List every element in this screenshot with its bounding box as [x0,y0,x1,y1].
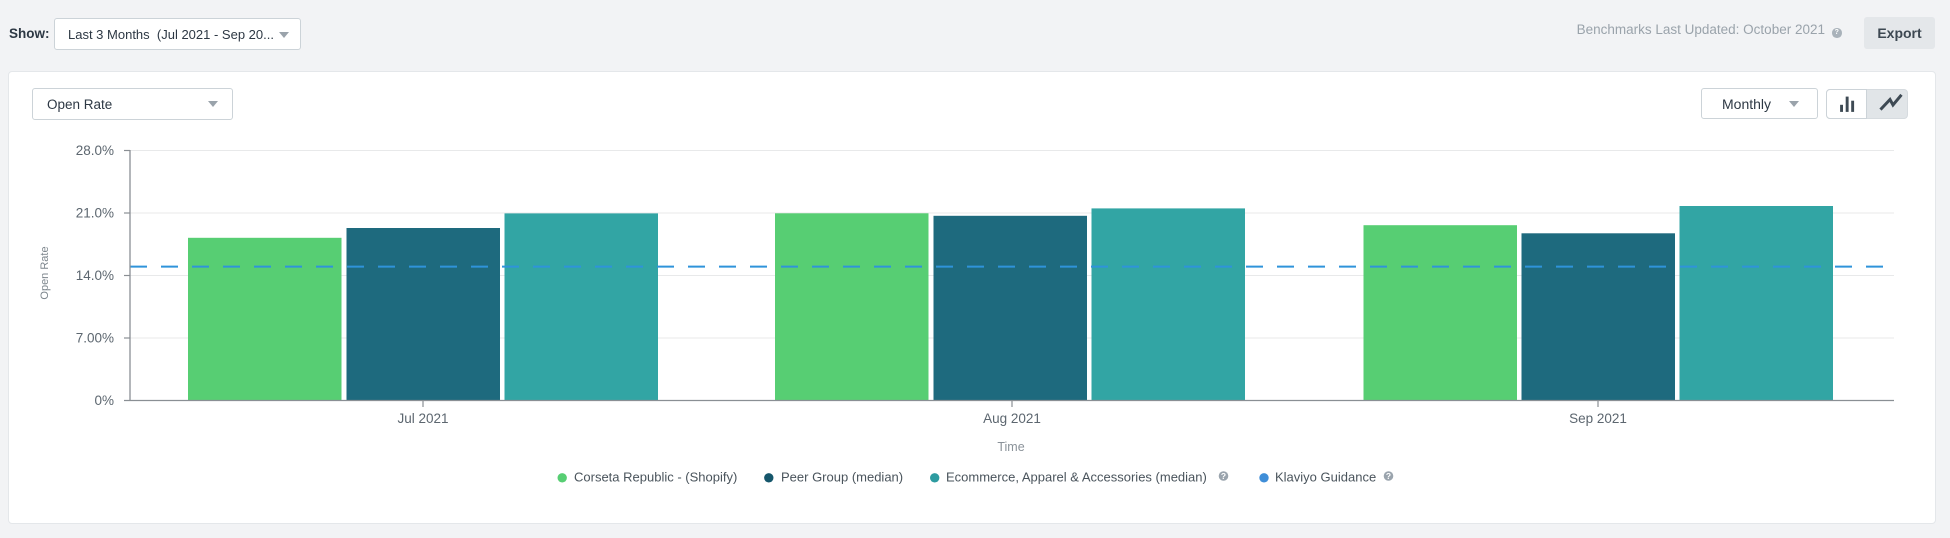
svg-text:Klaviyo Guidance: Klaviyo Guidance [1275,470,1376,485]
svg-text:?: ? [1221,471,1226,481]
svg-text:14.0%: 14.0% [76,268,114,283]
svg-text:Time: Time [997,440,1024,454]
svg-text:21.0%: 21.0% [76,206,114,221]
svg-text:0%: 0% [94,393,114,408]
svg-text:Sep 2021: Sep 2021 [1569,411,1627,426]
svg-text:Open Rate: Open Rate [39,246,51,299]
svg-text:Aug 2021: Aug 2021 [983,411,1041,426]
svg-text:Jul 2021: Jul 2021 [397,411,448,426]
svg-text:28.0%: 28.0% [76,143,114,158]
svg-text:7.00%: 7.00% [76,331,114,346]
svg-text:Peer Group (median): Peer Group (median) [781,470,903,485]
svg-text:Corseta Republic - (Shopify): Corseta Republic - (Shopify) [574,470,737,485]
svg-text:Ecommerce, Apparel & Accessori: Ecommerce, Apparel & Accessories (median… [946,470,1207,485]
svg-text:?: ? [1386,471,1391,481]
